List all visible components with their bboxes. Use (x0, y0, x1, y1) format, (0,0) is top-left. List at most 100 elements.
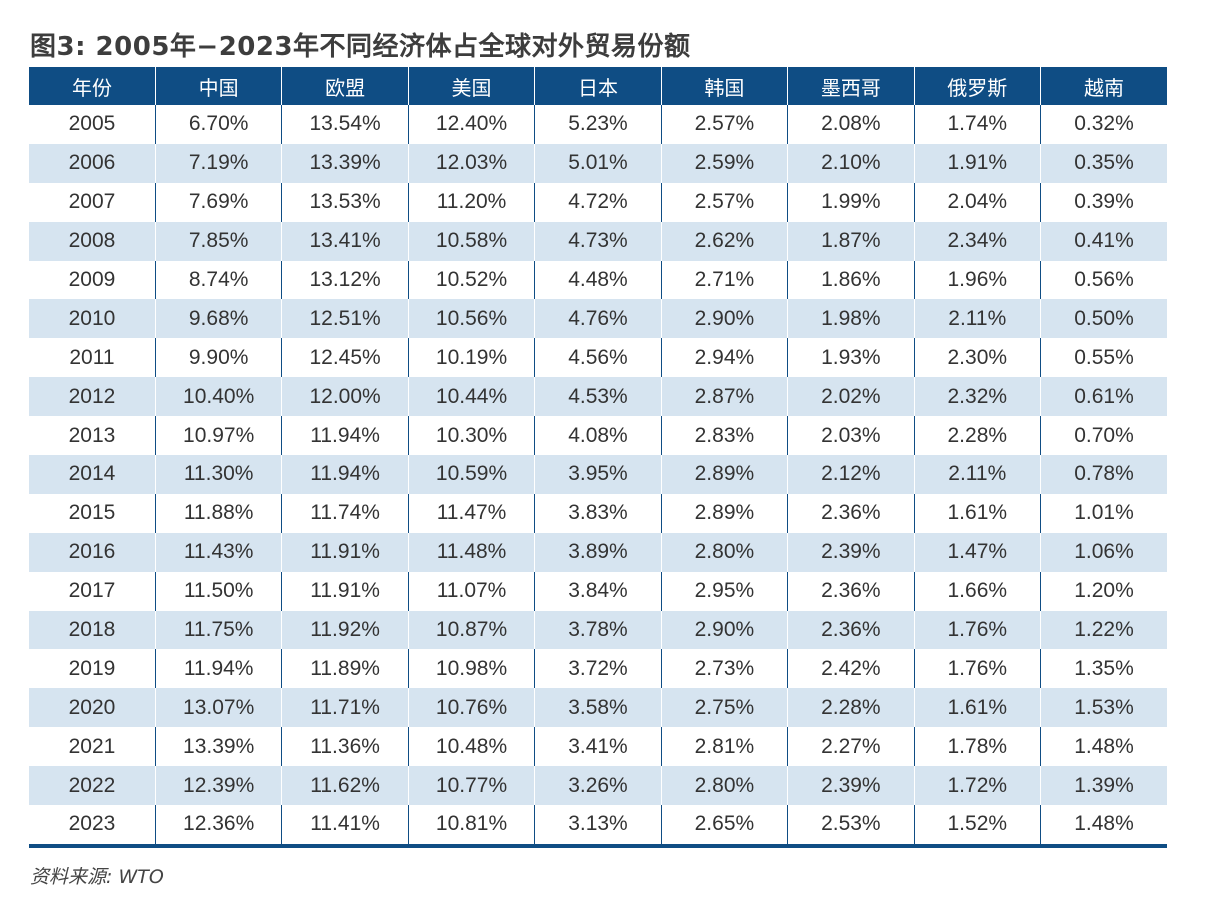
table-row: 2010 9.68% 12.51% 10.56% 4.76% 2.90% 1.98% 2.11… (29, 299, 1167, 339)
table-row: 2005 6.70% 13.54% 12.40% 5.23% 2.57% 2.08% 1.74… (29, 105, 1167, 144)
year-cell: 2013 (29, 416, 156, 456)
share-cell: 4.08% (534, 416, 662, 456)
column-header: 韩国 (661, 67, 789, 105)
share-cell: 6.70% (155, 105, 283, 144)
year-cell: 2019 (29, 649, 156, 689)
share-cell: 2.73% (661, 649, 789, 689)
year-cell: 2012 (29, 377, 156, 417)
share-cell: 3.83% (534, 493, 662, 533)
share-cell: 7.85% (155, 221, 283, 261)
share-cell: 2.36% (787, 493, 915, 533)
share-cell: 1.76% (914, 610, 1042, 650)
column-header: 日本 (534, 67, 662, 105)
share-cell: 12.36% (155, 805, 283, 844)
share-cell: 2.27% (787, 727, 915, 767)
column-header: 欧盟 (281, 67, 409, 105)
share-cell: 3.58% (534, 688, 662, 728)
share-cell: 2.87% (661, 377, 789, 417)
share-cell: 2.34% (914, 221, 1042, 261)
share-cell: 4.76% (534, 299, 662, 339)
share-cell: 2.42% (787, 649, 915, 689)
share-cell: 10.76% (408, 688, 536, 728)
share-cell: 4.56% (534, 338, 662, 378)
share-cell: 10.48% (408, 727, 536, 767)
share-cell: 2.53% (787, 805, 915, 844)
share-cell: 11.91% (281, 571, 409, 611)
share-cell: 3.84% (534, 571, 662, 611)
share-cell: 5.01% (534, 143, 662, 183)
year-cell: 2015 (29, 493, 156, 533)
share-cell: 13.53% (281, 182, 409, 222)
share-cell: 11.20% (408, 182, 536, 222)
table-body: 2005 6.70% 13.54% 12.40% 5.23% 2.57% 2.08% 1.74… (29, 105, 1167, 844)
share-cell: 10.44% (408, 377, 536, 417)
share-cell: 0.32% (1040, 105, 1167, 144)
share-cell: 2.59% (661, 143, 789, 183)
share-cell: 0.61% (1040, 377, 1167, 417)
share-cell: 2.28% (787, 688, 915, 728)
share-cell: 1.47% (914, 532, 1042, 572)
share-cell: 3.89% (534, 532, 662, 572)
year-cell: 2016 (29, 532, 156, 572)
year-cell: 2017 (29, 571, 156, 611)
column-header: 俄罗斯 (914, 67, 1042, 105)
share-cell: 2.89% (661, 455, 789, 494)
share-cell: 2.11% (914, 455, 1042, 494)
share-cell: 3.41% (534, 727, 662, 767)
share-cell: 10.56% (408, 299, 536, 339)
share-cell: 5.23% (534, 105, 662, 144)
header-row: 年份 中国 欧盟 美国 日本 韩国 墨西哥 俄罗斯 越南 (29, 67, 1167, 105)
share-cell: 10.98% (408, 649, 536, 689)
column-header: 中国 (155, 67, 283, 105)
share-cell: 2.65% (661, 805, 789, 844)
share-cell: 2.39% (787, 766, 915, 806)
share-cell: 8.74% (155, 260, 283, 300)
share-cell: 0.39% (1040, 182, 1167, 222)
share-cell: 11.47% (408, 493, 536, 533)
year-cell: 2014 (29, 455, 156, 494)
share-cell: 10.97% (155, 416, 283, 456)
share-cell: 2.32% (914, 377, 1042, 417)
share-cell: 11.71% (281, 688, 409, 728)
share-cell: 0.56% (1040, 260, 1167, 300)
share-cell: 1.35% (1040, 649, 1167, 689)
share-cell: 2.90% (661, 610, 789, 650)
table-row: 2012 10.40% 12.00% 10.44% 4.53% 2.87% 2.02% 2.3… (29, 377, 1167, 417)
share-cell: 2.95% (661, 571, 789, 611)
share-cell: 1.93% (787, 338, 915, 378)
share-cell: 11.89% (281, 649, 409, 689)
share-cell: 2.75% (661, 688, 789, 728)
column-header: 墨西哥 (787, 67, 915, 105)
share-cell: 2.62% (661, 221, 789, 261)
table-row: 2006 7.19% 13.39% 12.03% 5.01% 2.59% 2.10% 1.91… (29, 143, 1167, 183)
table-row: 2008 7.85% 13.41% 10.58% 4.73% 2.62% 1.87% 2.34… (29, 221, 1167, 261)
year-cell: 2008 (29, 221, 156, 261)
share-cell: 4.72% (534, 182, 662, 222)
share-cell: 12.51% (281, 299, 409, 339)
share-cell: 0.50% (1040, 299, 1167, 339)
share-cell: 12.03% (408, 143, 536, 183)
share-cell: 2.71% (661, 260, 789, 300)
share-cell: 2.36% (787, 571, 915, 611)
share-cell: 11.36% (281, 727, 409, 767)
share-cell: 2.36% (787, 610, 915, 650)
share-cell: 2.04% (914, 182, 1042, 222)
share-cell: 11.75% (155, 610, 283, 650)
share-cell: 1.20% (1040, 571, 1167, 611)
share-cell: 1.06% (1040, 532, 1167, 572)
share-cell: 13.41% (281, 221, 409, 261)
share-cell: 11.30% (155, 455, 283, 494)
year-cell: 2009 (29, 260, 156, 300)
share-cell: 3.95% (534, 455, 662, 494)
table-row: 2011 9.90% 12.45% 10.19% 4.56% 2.94% 1.93% 2.30… (29, 338, 1167, 378)
share-cell: 11.94% (281, 416, 409, 456)
share-cell: 11.92% (281, 610, 409, 650)
share-cell: 2.80% (661, 766, 789, 806)
share-cell: 3.78% (534, 610, 662, 650)
table-row: 2019 11.94% 11.89% 10.98% 3.72% 2.73% 2.42% 1.7… (29, 649, 1167, 689)
share-cell: 1.39% (1040, 766, 1167, 806)
share-cell: 10.52% (408, 260, 536, 300)
column-header: 美国 (408, 67, 536, 105)
year-cell: 2010 (29, 299, 156, 339)
share-cell: 9.90% (155, 338, 283, 378)
